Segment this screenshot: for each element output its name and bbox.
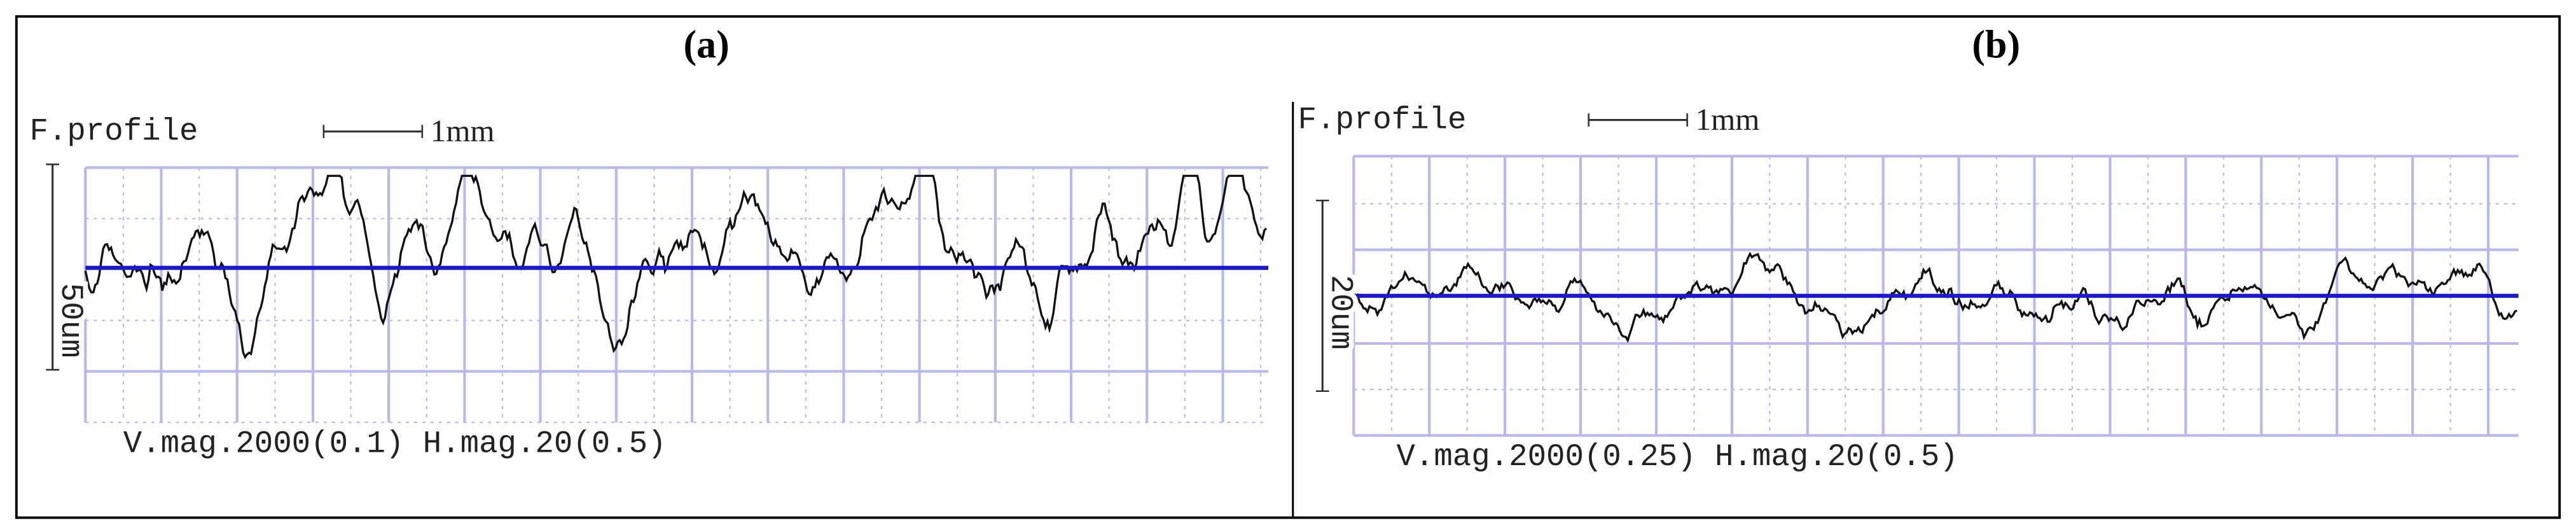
scale-bar-label: 1mm bbox=[1696, 102, 1760, 137]
profile-trace bbox=[84, 174, 1268, 359]
profile-title: F.profile bbox=[1298, 102, 1466, 137]
vertical-scale-label: 20um bbox=[1323, 275, 1359, 350]
scale-bar-label: 1mm bbox=[431, 113, 495, 148]
vertical-scale-label: 50um bbox=[53, 283, 88, 358]
vertical-scale-label-text: 50um bbox=[53, 283, 88, 358]
panel-label: (a) bbox=[684, 23, 730, 66]
magnification: V.mag.2000(0.1) H.mag.20(0.5) bbox=[123, 426, 667, 461]
profile-title: F.profile bbox=[29, 114, 198, 150]
panel-label: (b) bbox=[1972, 23, 2020, 66]
panel-b: (b)F.profile 1mm20um20umV.mag.2000(0.25) … bbox=[1298, 23, 2519, 475]
magnification: V.mag.2000(0.25) H.mag.20(0.5) bbox=[1396, 439, 1958, 475]
vertical-scale-label-text: 20um bbox=[1323, 275, 1359, 350]
profile-trace bbox=[1354, 251, 2517, 344]
